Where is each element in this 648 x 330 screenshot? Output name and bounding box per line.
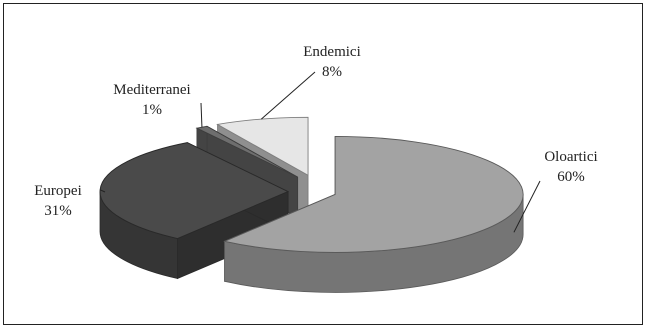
label-europei-value: 31% xyxy=(44,203,72,219)
slice-mediterranei-top xyxy=(195,125,298,178)
label-mediterranei-name: Mediterranei xyxy=(113,82,190,98)
leader-line-oloartici xyxy=(513,180,541,233)
leader-line-endemici xyxy=(260,71,316,120)
label-endemici-name: Endemici xyxy=(303,44,360,60)
label-europei-name: Europei xyxy=(34,183,81,199)
leader-line-mediterranei xyxy=(200,102,203,128)
slice-oloartici-top xyxy=(223,135,524,253)
label-oloartici-value: 60% xyxy=(557,169,585,185)
slice-oloartici xyxy=(223,135,524,293)
label-endemici-value: 8% xyxy=(322,64,342,80)
slice-endemici-top xyxy=(216,116,309,177)
leader-lines xyxy=(99,71,541,233)
label-oloartici-name: Oloartici xyxy=(544,149,597,165)
leader-line-europei xyxy=(99,189,106,193)
pie-slices xyxy=(99,116,524,293)
slice-europei xyxy=(99,141,290,280)
label-mediterranei-value: 1% xyxy=(142,102,162,118)
